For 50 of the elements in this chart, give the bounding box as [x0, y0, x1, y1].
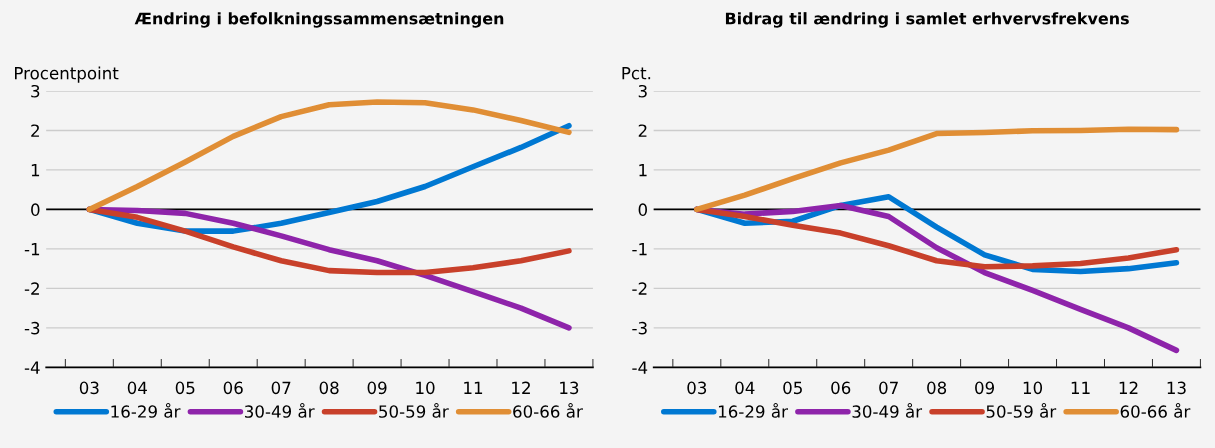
y-tick-label: 1	[31, 164, 40, 177]
y-tick-label: -3	[632, 321, 647, 335]
y-tick-label: 2	[31, 124, 39, 137]
legend-label: 30-49 år	[245, 402, 315, 418]
y-tick-label: -4	[632, 361, 648, 374]
x-tick-label: 12	[1119, 381, 1138, 394]
x-tick-label: 10	[1023, 381, 1043, 395]
x-tick-label: 05	[783, 381, 802, 395]
y-tick-label: -4	[24, 361, 40, 374]
x-tick-label: 06	[831, 381, 851, 395]
legend-label: 16-29 år	[111, 402, 181, 418]
x-tick-label: 05	[175, 381, 195, 395]
y-tick-label: -2	[632, 282, 647, 295]
y-tick-label: 2	[638, 124, 647, 137]
y-tick-label: 0	[31, 203, 40, 216]
y-axis-title: Procentpoint	[15, 66, 119, 83]
x-tick-label: 08	[927, 381, 947, 395]
x-tick-label: 03	[687, 381, 707, 395]
y-tick-label: 0	[638, 203, 648, 216]
x-tick-label: 09	[975, 381, 995, 395]
legend-label: 60-66 år	[1120, 402, 1191, 418]
chart-title: Ændring i befolkningssammensætningen	[134, 12, 504, 28]
legend-label: 16-29 år	[718, 402, 788, 418]
x-tick-label: 11	[1071, 381, 1090, 394]
legend-label: 60-66 år	[513, 402, 583, 418]
x-tick-label: 08	[319, 381, 339, 395]
x-tick-label: 07	[271, 381, 291, 395]
x-tick-label: 03	[79, 381, 99, 395]
legend-label: 50-59 år	[379, 402, 449, 418]
x-tick-label: 13	[560, 381, 579, 395]
x-tick-label: 04	[127, 381, 147, 395]
y-tick-label: 1	[639, 164, 647, 177]
y-axis-title: Pct.	[622, 67, 651, 80]
chart-title: Bidrag til ændring i samlet erhvervsfrekvens	[725, 12, 1129, 28]
x-tick-label: 11	[464, 381, 483, 394]
legend-label: 50-59 år	[986, 402, 1057, 418]
legend-label: 30-49 år	[852, 402, 923, 418]
y-tick-label: 3	[638, 84, 647, 98]
y-tick-label: -1	[632, 243, 647, 256]
x-tick-label: 12	[512, 381, 530, 394]
y-tick-label: -3	[24, 321, 40, 335]
y-tick-label: -2	[24, 282, 39, 295]
x-tick-label: 09	[367, 381, 387, 395]
x-tick-label: 13	[1167, 381, 1186, 395]
x-tick-label: 07	[879, 381, 898, 395]
x-tick-label: 04	[735, 381, 755, 395]
x-tick-label: 06	[223, 381, 243, 395]
x-tick-label: 10	[416, 381, 435, 395]
y-tick-label: -1	[24, 243, 40, 256]
y-tick-label: 3	[31, 84, 40, 98]
